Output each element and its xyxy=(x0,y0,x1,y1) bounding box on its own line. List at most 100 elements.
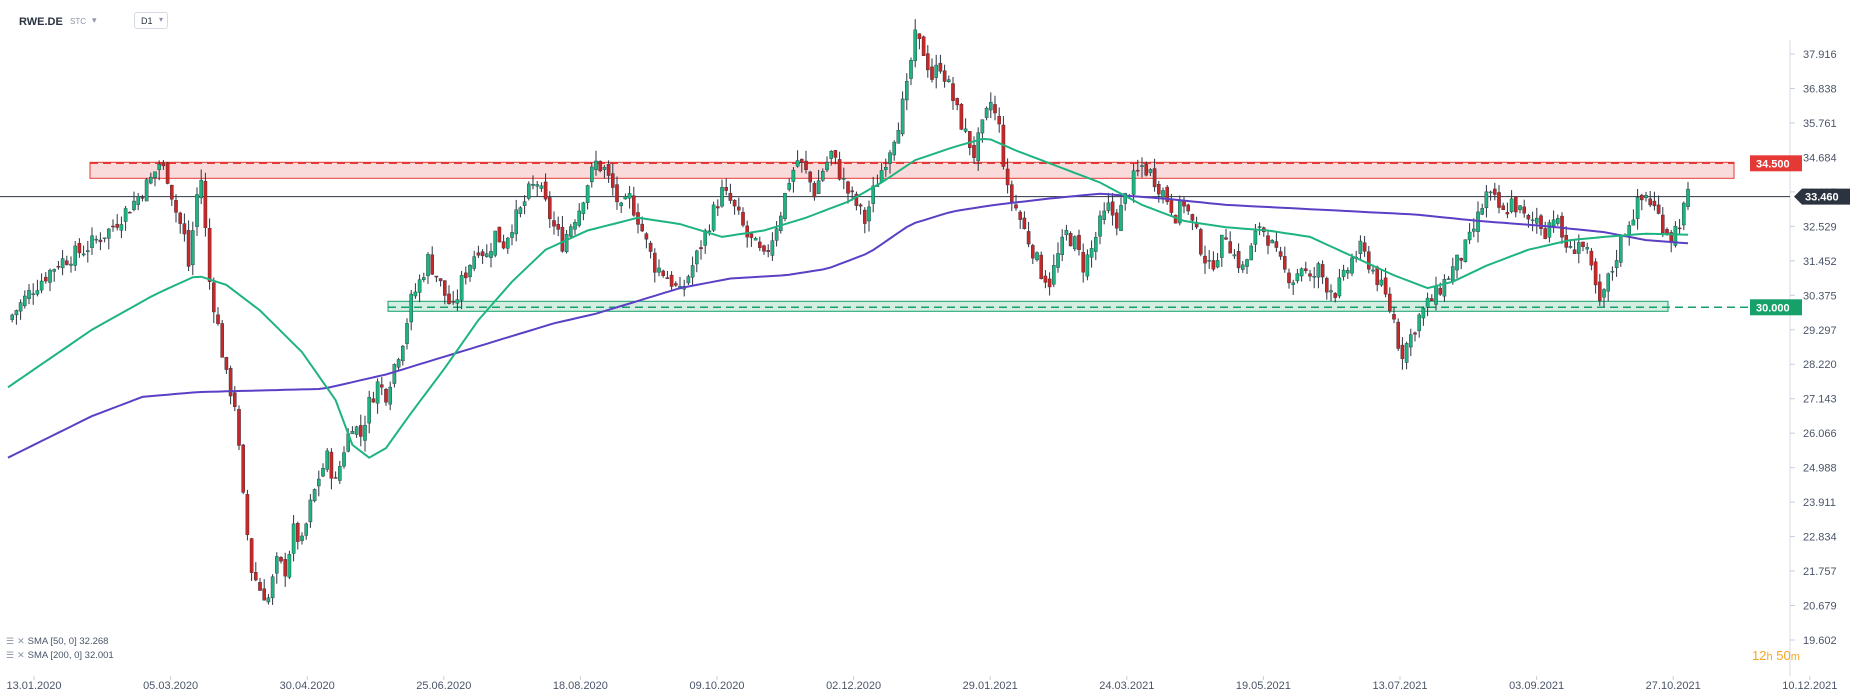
candle-up xyxy=(711,204,716,231)
candle-up xyxy=(577,210,581,226)
candle-up xyxy=(594,160,598,170)
candle-up xyxy=(1530,219,1535,222)
candle-up xyxy=(707,230,712,233)
candle-down xyxy=(1278,251,1283,257)
timeframe-select[interactable]: D1 ▾ xyxy=(134,12,168,29)
current-price-tag-bg xyxy=(1794,188,1850,205)
x-tick-label: 29.01.2021 xyxy=(963,680,1018,692)
candle-down xyxy=(615,184,619,203)
candle-down xyxy=(1005,168,1010,186)
candle-up xyxy=(703,230,707,246)
candle-up xyxy=(980,119,985,134)
candle-down xyxy=(447,293,451,304)
candle-down xyxy=(598,160,602,172)
candle-down xyxy=(296,522,300,542)
candle-up xyxy=(976,132,980,162)
candle-up xyxy=(472,256,477,269)
candle-up xyxy=(1035,252,1039,261)
candle-down xyxy=(1224,237,1228,240)
candle-up xyxy=(308,499,313,523)
candle-down xyxy=(1526,214,1531,220)
candle-down xyxy=(1110,201,1115,216)
candle-up xyxy=(18,302,23,312)
candle-up xyxy=(392,364,397,384)
candle-down xyxy=(732,200,737,207)
x-tick-label: 10.12.2021 xyxy=(1782,680,1837,692)
candle-up xyxy=(1467,231,1472,241)
candle-up xyxy=(123,208,128,222)
candle-up xyxy=(934,64,938,78)
resistance-tag: 34.500 xyxy=(1756,158,1790,170)
candle-down xyxy=(1211,260,1216,270)
candle-down xyxy=(1383,277,1388,295)
candle-down xyxy=(951,83,955,101)
candle-down xyxy=(111,225,115,228)
candle-up xyxy=(266,597,271,603)
candle-down xyxy=(241,444,246,493)
candle-up xyxy=(1568,246,1573,248)
symbol-label[interactable]: RWE.DE xyxy=(19,16,63,28)
symbol-dropdown-icon[interactable]: ▾ xyxy=(92,15,97,25)
candle-up xyxy=(317,478,321,487)
y-tick-label: 37.916 xyxy=(1803,49,1837,61)
candle-up xyxy=(1681,202,1686,226)
candle-down xyxy=(497,226,502,243)
candle-up xyxy=(300,535,304,541)
candle-down xyxy=(1266,235,1270,246)
candle-up xyxy=(1404,343,1409,363)
candle-down xyxy=(224,357,229,370)
legend-sma50[interactable]: ☰ ✕ SMA [50, 0] 32.268 xyxy=(6,636,108,647)
x-tick-label: 27.10.2021 xyxy=(1646,680,1701,692)
candle-up xyxy=(1673,226,1678,246)
candle-down xyxy=(1282,256,1287,270)
candle-up xyxy=(879,170,884,183)
candle-down xyxy=(253,572,258,581)
candle-down xyxy=(211,282,216,313)
candle-up xyxy=(779,215,783,231)
candle-up xyxy=(81,253,86,256)
candle-down xyxy=(968,131,972,148)
candle-up xyxy=(510,232,514,238)
y-tick-label: 19.602 xyxy=(1803,635,1837,647)
candle-up xyxy=(657,267,661,273)
candle-down xyxy=(606,164,611,176)
candle-up xyxy=(1072,236,1077,250)
candle-down xyxy=(1539,215,1543,229)
legend-settings-icon[interactable]: ☰ xyxy=(6,650,15,660)
legend-settings-icon[interactable]: ☰ xyxy=(6,636,15,646)
candle-up xyxy=(102,237,107,240)
y-tick-label: 28.220 xyxy=(1803,359,1837,371)
candle-up xyxy=(1455,254,1459,271)
candle-down xyxy=(1169,198,1174,213)
candle-down xyxy=(1375,266,1379,285)
candle-down xyxy=(833,150,838,158)
candle-up xyxy=(69,263,73,266)
candle-down xyxy=(930,66,934,80)
candle-up xyxy=(1446,278,1451,280)
candle-down xyxy=(279,556,283,562)
legend-close-icon[interactable]: ✕ xyxy=(17,650,25,660)
candle-up xyxy=(627,193,632,199)
candle-down xyxy=(942,70,947,82)
candle-down xyxy=(1581,241,1585,248)
candle-down xyxy=(997,115,1001,125)
candle-up xyxy=(821,170,825,181)
candle-down xyxy=(749,233,754,238)
candle-up xyxy=(581,202,586,214)
legend-sma200[interactable]: ☰ ✕ SMA [200, 0] 32.001 xyxy=(6,650,114,661)
candle-down xyxy=(115,223,119,228)
candle-up xyxy=(1417,314,1421,332)
candle-up xyxy=(60,258,65,269)
candle-down xyxy=(329,451,334,479)
resistance-zone xyxy=(89,161,1735,179)
candle-down xyxy=(165,162,170,184)
y-tick-label: 31.452 xyxy=(1803,256,1837,268)
candle-up xyxy=(325,450,330,470)
candle-up xyxy=(270,576,275,599)
candle-up xyxy=(409,293,414,323)
candle-up xyxy=(686,276,691,284)
legend-close-icon[interactable]: ✕ xyxy=(17,636,25,646)
candle-up xyxy=(984,107,989,118)
candle-up xyxy=(1085,254,1090,277)
